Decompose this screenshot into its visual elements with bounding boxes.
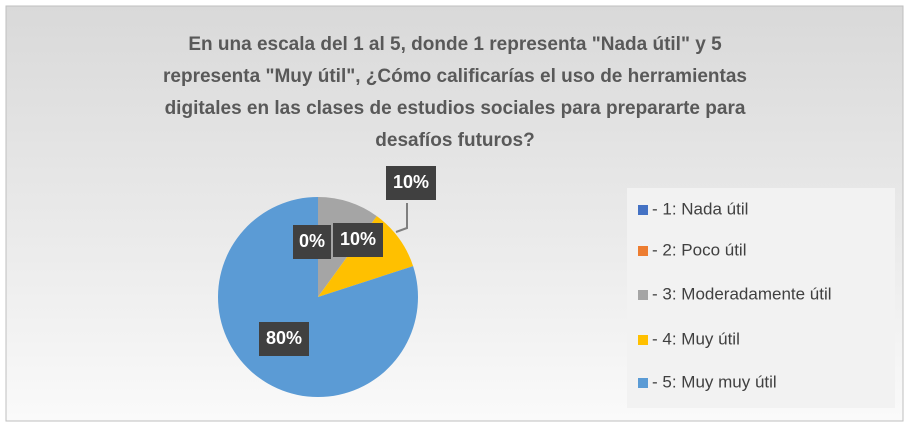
legend-label: - 2: Poco útil <box>652 240 747 259</box>
data-label-box <box>259 322 309 356</box>
legend-swatch <box>638 378 648 388</box>
data-label: 0% <box>299 231 325 251</box>
legend-label: - 4: Muy útil <box>652 329 740 348</box>
legend-label: - 1: Nada útil <box>652 199 748 218</box>
data-label-box <box>293 225 331 259</box>
data-label: 80% <box>266 328 302 348</box>
chart-title: desafíos futuros? <box>375 130 534 151</box>
legend-box <box>627 188 895 408</box>
chart-title: En una escala del 1 al 5, donde 1 repres… <box>188 34 722 55</box>
legend-label: - 5: Muy muy útil <box>652 372 777 391</box>
chart-title: representa "Muy útil", ¿Cómo calificaría… <box>163 66 747 87</box>
legend-label: - 3: Moderadamente útil <box>652 284 832 303</box>
legend-swatch <box>638 246 648 256</box>
data-label: 10% <box>340 229 376 249</box>
data-label-box <box>333 223 383 257</box>
chart-title: digitales en las clases de estudios soci… <box>165 98 746 119</box>
legend-swatch <box>638 205 648 215</box>
leader-line <box>395 203 408 233</box>
legend-swatch <box>638 335 648 345</box>
legend-swatch <box>638 290 648 300</box>
data-label-box <box>386 166 436 200</box>
data-label: 10% <box>393 172 429 192</box>
